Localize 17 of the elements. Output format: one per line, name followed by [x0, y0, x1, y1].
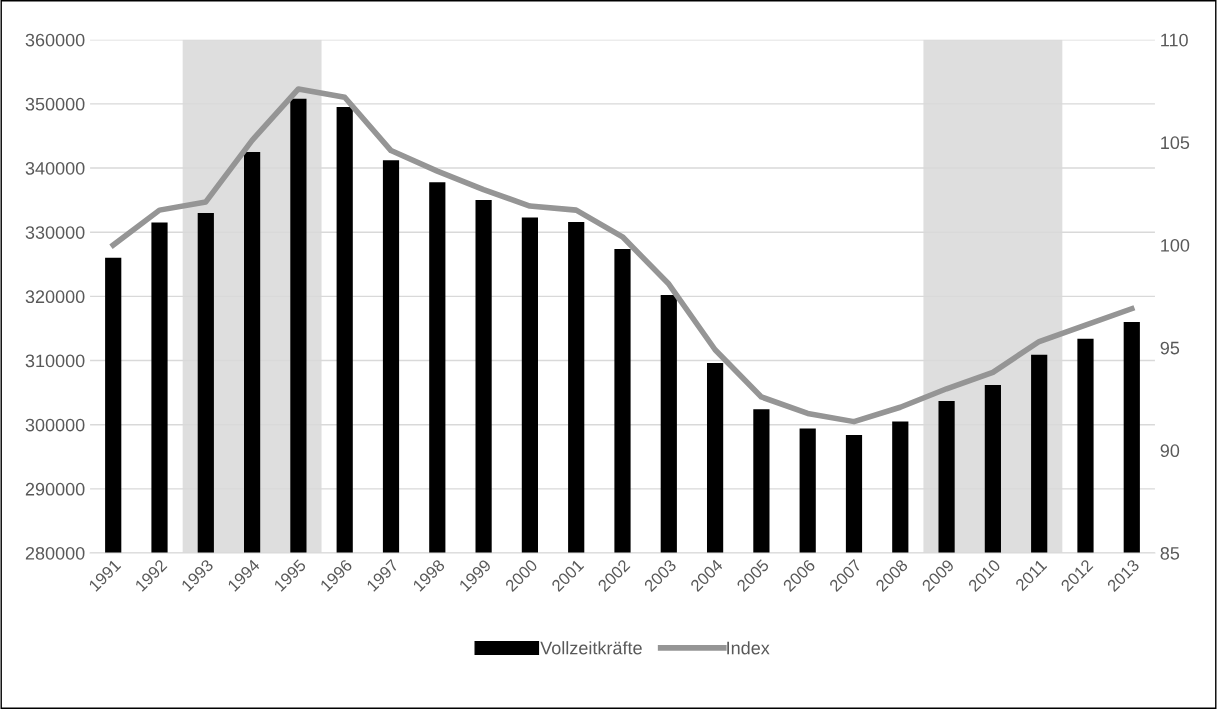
y-tick-label: 300000 — [25, 418, 85, 432]
y2-tick-label: 100 — [1161, 238, 1190, 252]
y-tick-label: 290000 — [25, 482, 85, 496]
y-tick-label: 350000 — [25, 97, 85, 111]
y2-tick-label: 90 — [1160, 444, 1180, 458]
legend-label: Vollzeitkräfte — [540, 641, 642, 655]
y-tick-label: 310000 — [25, 354, 85, 368]
y-tick-label: 280000 — [25, 546, 85, 560]
legend-label: Index — [727, 641, 770, 655]
y-tick-label: 360000 — [25, 33, 85, 47]
y2-tick-label: 95 — [1160, 341, 1180, 355]
y-tick-label: 320000 — [25, 290, 85, 304]
y2-tick-label: 105 — [1161, 136, 1190, 150]
y2-tick-label: 85 — [1160, 546, 1180, 560]
y2-tick-label: 110 — [1161, 33, 1188, 47]
y-tick-label: 340000 — [25, 161, 85, 175]
y-tick-label: 330000 — [25, 226, 85, 239]
